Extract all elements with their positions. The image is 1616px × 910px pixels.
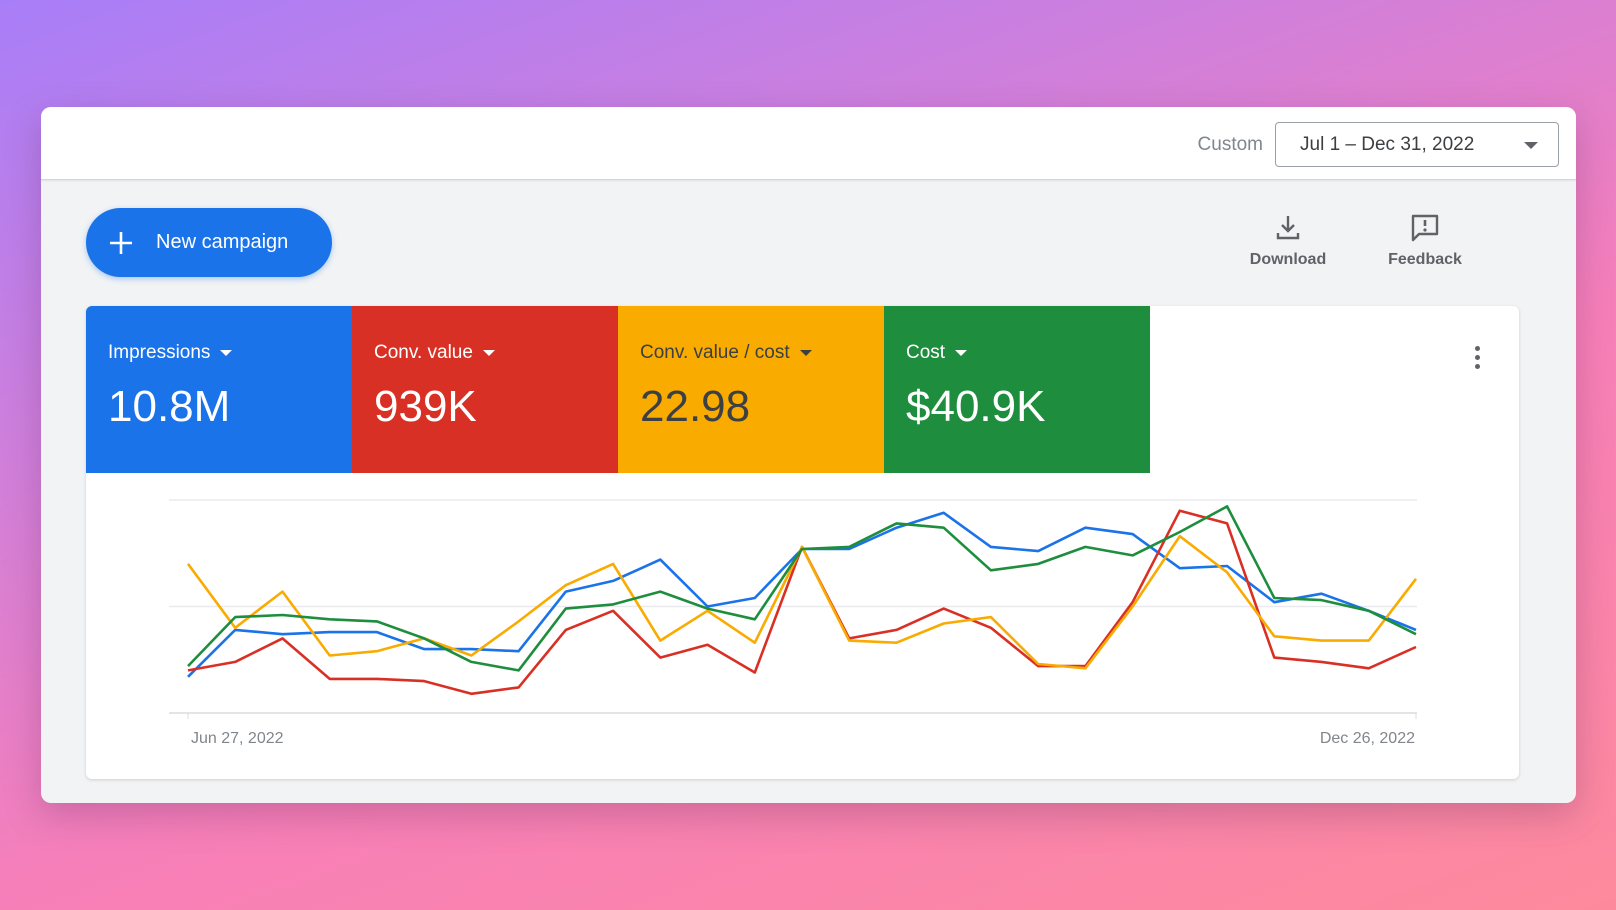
series-line-3	[186, 534, 1418, 670]
app-window: Custom Jul 1 – Dec 31, 2022 New campaign…	[41, 107, 1576, 803]
feedback-button[interactable]: Feedback	[1370, 213, 1480, 269]
new-campaign-button[interactable]: New campaign	[86, 208, 332, 277]
metric-selector[interactable]: Conv. value / cost	[640, 342, 884, 364]
download-icon	[1276, 216, 1300, 240]
metric-value: 10.8M	[108, 382, 231, 431]
metric-name: Impressions	[108, 342, 211, 363]
x-axis-start-label: Jun 27, 2022	[191, 730, 284, 747]
more-options-icon[interactable]	[1473, 346, 1481, 372]
x-axis-end-label: Dec 26, 2022	[1320, 730, 1415, 747]
metric-value: 939K	[374, 382, 477, 431]
date-range-select[interactable]: Jul 1 – Dec 31, 2022	[1275, 122, 1559, 167]
chart-series	[186, 505, 1418, 696]
metric-tile-conv-value[interactable]: Conv. value 939K	[352, 306, 618, 473]
date-range-value: Jul 1 – Dec 31, 2022	[1300, 133, 1475, 155]
metric-name: Conv. value / cost	[640, 342, 790, 363]
feedback-icon	[1411, 214, 1439, 242]
new-campaign-label: New campaign	[156, 231, 289, 253]
metric-value: $40.9K	[906, 382, 1046, 431]
metric-name: Cost	[906, 342, 946, 363]
performance-card: Impressions 10.8M Conv. value 939K Conv.…	[86, 306, 1519, 779]
metric-selector[interactable]: Cost	[906, 342, 1150, 364]
chart-grid	[169, 499, 1417, 719]
performance-line-chart: Jun 27, 2022 Dec 26, 2022	[169, 499, 1418, 747]
metric-selector[interactable]: Impressions	[108, 342, 352, 364]
metric-tile-conv-value-cost[interactable]: Conv. value / cost 22.98	[618, 306, 884, 473]
metric-tile-impressions[interactable]: Impressions 10.8M	[86, 306, 352, 473]
range-type-label: Custom	[1197, 134, 1263, 155]
feedback-label: Feedback	[1388, 251, 1462, 268]
dropdown-arrow-icon	[955, 350, 968, 356]
metric-tile-cost[interactable]: Cost $40.9K	[884, 306, 1150, 473]
download-button[interactable]: Download	[1233, 213, 1343, 269]
dropdown-arrow-icon	[220, 350, 233, 356]
plus-icon	[110, 231, 132, 254]
metric-value: 22.98	[640, 382, 751, 431]
dropdown-arrow-icon	[799, 350, 812, 356]
metric-selector[interactable]: Conv. value	[374, 342, 618, 364]
download-label: Download	[1249, 251, 1327, 268]
metric-name: Conv. value	[374, 342, 473, 363]
chevron-down-icon	[1524, 142, 1538, 149]
dropdown-arrow-icon	[482, 350, 495, 356]
series-line-2	[187, 509, 1417, 696]
top-bar: Custom Jul 1 – Dec 31, 2022	[41, 107, 1576, 180]
series-line-4	[187, 505, 1417, 672]
